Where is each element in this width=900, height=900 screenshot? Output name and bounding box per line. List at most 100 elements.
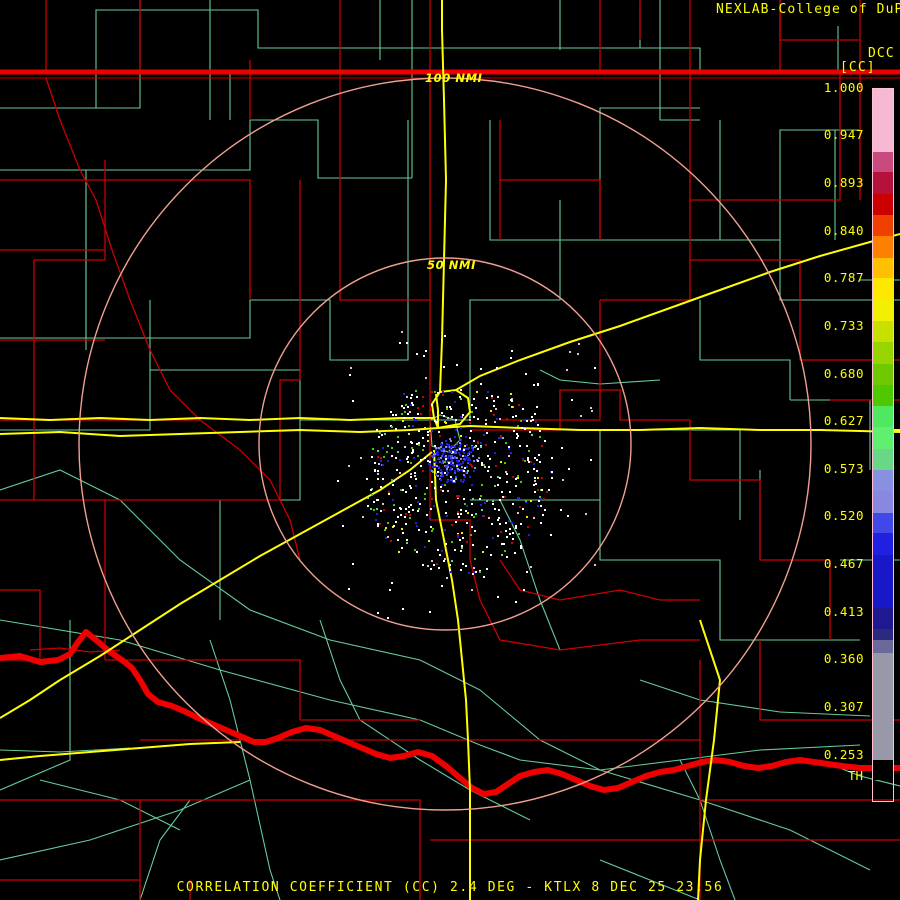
colorbar-segment xyxy=(873,533,893,555)
radar-echo-pixel xyxy=(497,396,499,398)
radar-echo-pixel xyxy=(404,446,406,448)
radar-echo-pixel xyxy=(530,566,532,568)
radar-echo-pixel xyxy=(526,516,528,518)
radar-echo-pixel xyxy=(404,516,406,518)
radar-echo-pixel xyxy=(438,457,440,459)
radar-echo-pixel xyxy=(457,470,459,472)
radar-echo-pixel xyxy=(452,481,454,483)
radar-echo-pixel xyxy=(475,513,477,515)
radar-echo-pixel xyxy=(460,427,462,429)
radar-echo-pixel xyxy=(539,430,541,432)
radar-echo-pixel xyxy=(403,417,405,419)
radar-echo-pixel xyxy=(530,500,532,502)
radar-echo-pixel xyxy=(519,506,521,508)
radar-echo-pixel xyxy=(469,419,471,421)
radar-echo-pixel xyxy=(382,464,384,466)
radar-echo-pixel xyxy=(431,498,433,500)
radar-echo-pixel xyxy=(463,470,465,472)
radar-echo-pixel xyxy=(446,408,448,410)
radar-echo-pixel xyxy=(486,500,488,502)
radar-echo-pixel xyxy=(454,470,456,472)
radar-echo-pixel xyxy=(508,404,510,406)
radar-echo-pixel xyxy=(400,508,402,510)
radar-echo-pixel xyxy=(433,564,435,566)
radar-echo-pixel xyxy=(462,563,464,565)
radar-echo-pixel xyxy=(448,455,450,457)
radar-echo-pixel xyxy=(417,510,419,512)
radar-echo-pixel xyxy=(442,490,444,492)
radar-echo-pixel xyxy=(577,353,579,355)
radar-echo-pixel xyxy=(443,415,445,417)
radar-echo-pixel xyxy=(452,445,454,447)
radar-echo-pixel xyxy=(467,512,469,514)
radar-echo-pixel xyxy=(412,404,414,406)
radar-echo-pixel xyxy=(461,416,463,418)
radar-echo-pixel xyxy=(537,424,539,426)
radar-echo-pixel xyxy=(517,497,519,499)
radar-echo-pixel xyxy=(469,459,471,461)
radar-echo-pixel xyxy=(470,534,472,536)
radar-echo-pixel xyxy=(416,525,418,527)
colorbar[interactable] xyxy=(872,88,894,802)
radar-echo-pixel xyxy=(446,470,448,472)
range-rings-layer xyxy=(78,77,812,811)
radar-echo-pixel xyxy=(454,401,456,403)
radar-echo-pixel xyxy=(431,404,433,406)
colorbar-segment xyxy=(873,607,893,630)
radar-echo-pixel xyxy=(393,504,395,506)
radar-echo-pixel xyxy=(511,400,513,402)
radar-echo-pixel xyxy=(455,478,457,480)
radar-echo-pixel xyxy=(551,457,553,459)
radar-echo-pixel xyxy=(505,471,507,473)
radar-echo-pixel xyxy=(512,532,514,534)
radar-echo-pixel xyxy=(506,556,508,558)
radar-echo-pixel xyxy=(416,396,418,398)
radar-echo-pixel xyxy=(515,485,517,487)
radar-echo-pixel xyxy=(442,453,444,455)
radar-echo-pixel xyxy=(462,537,464,539)
radar-echo-pixel xyxy=(441,585,443,587)
radar-echo-pixel xyxy=(518,533,520,535)
colorbar-segment xyxy=(873,469,893,492)
radar-echo-pixel xyxy=(395,521,397,523)
radar-echo-pixel xyxy=(480,368,482,370)
radar-echo-pixel xyxy=(446,406,448,408)
radar-echo-pixel xyxy=(528,461,530,463)
radar-echo-pixel xyxy=(462,462,464,464)
radar-echo-pixel xyxy=(440,469,442,471)
radar-echo-pixel xyxy=(342,525,344,527)
radar-echo-pixel xyxy=(454,449,456,451)
colorbar-segment xyxy=(873,554,893,608)
radar-echo-pixel xyxy=(430,526,432,528)
radar-echo-pixel xyxy=(386,451,388,453)
radar-echo-pixel xyxy=(517,512,519,514)
radar-echo-pixel xyxy=(406,539,408,541)
radar-echo-pixel xyxy=(501,491,503,493)
radar-echo-pixel xyxy=(498,517,500,519)
radar-echo-pixel xyxy=(400,489,402,491)
radar-echo-pixel xyxy=(460,435,462,437)
radar-echo-pixel xyxy=(422,564,424,566)
radar-echo-pixel xyxy=(447,472,449,474)
radar-echo-pixel xyxy=(449,469,451,471)
radar-echo-pixel xyxy=(475,571,477,573)
radar-echo-pixel xyxy=(477,460,479,462)
radar-echo-pixel xyxy=(419,503,421,505)
radar-echo-pixel xyxy=(471,589,473,591)
radar-echo-pixel xyxy=(454,446,456,448)
radar-echo-pixel xyxy=(403,407,405,409)
radar-echo-pixel xyxy=(457,497,459,499)
radar-echo-pixel xyxy=(533,463,535,465)
radar-echo-pixel xyxy=(465,448,467,450)
radar-echo-pixel xyxy=(440,486,442,488)
radar-echo-pixel xyxy=(374,470,376,472)
radar-echo-pixel xyxy=(429,463,431,465)
radar-echo-pixel xyxy=(422,396,424,398)
radar-echo-pixel xyxy=(512,538,514,540)
radar-echo-pixel xyxy=(465,510,467,512)
radar-echo-pixel xyxy=(457,511,459,513)
radar-echo-pixel xyxy=(425,531,427,533)
radar-echo-pixel xyxy=(450,479,452,481)
radar-echo-pixel xyxy=(397,477,399,479)
